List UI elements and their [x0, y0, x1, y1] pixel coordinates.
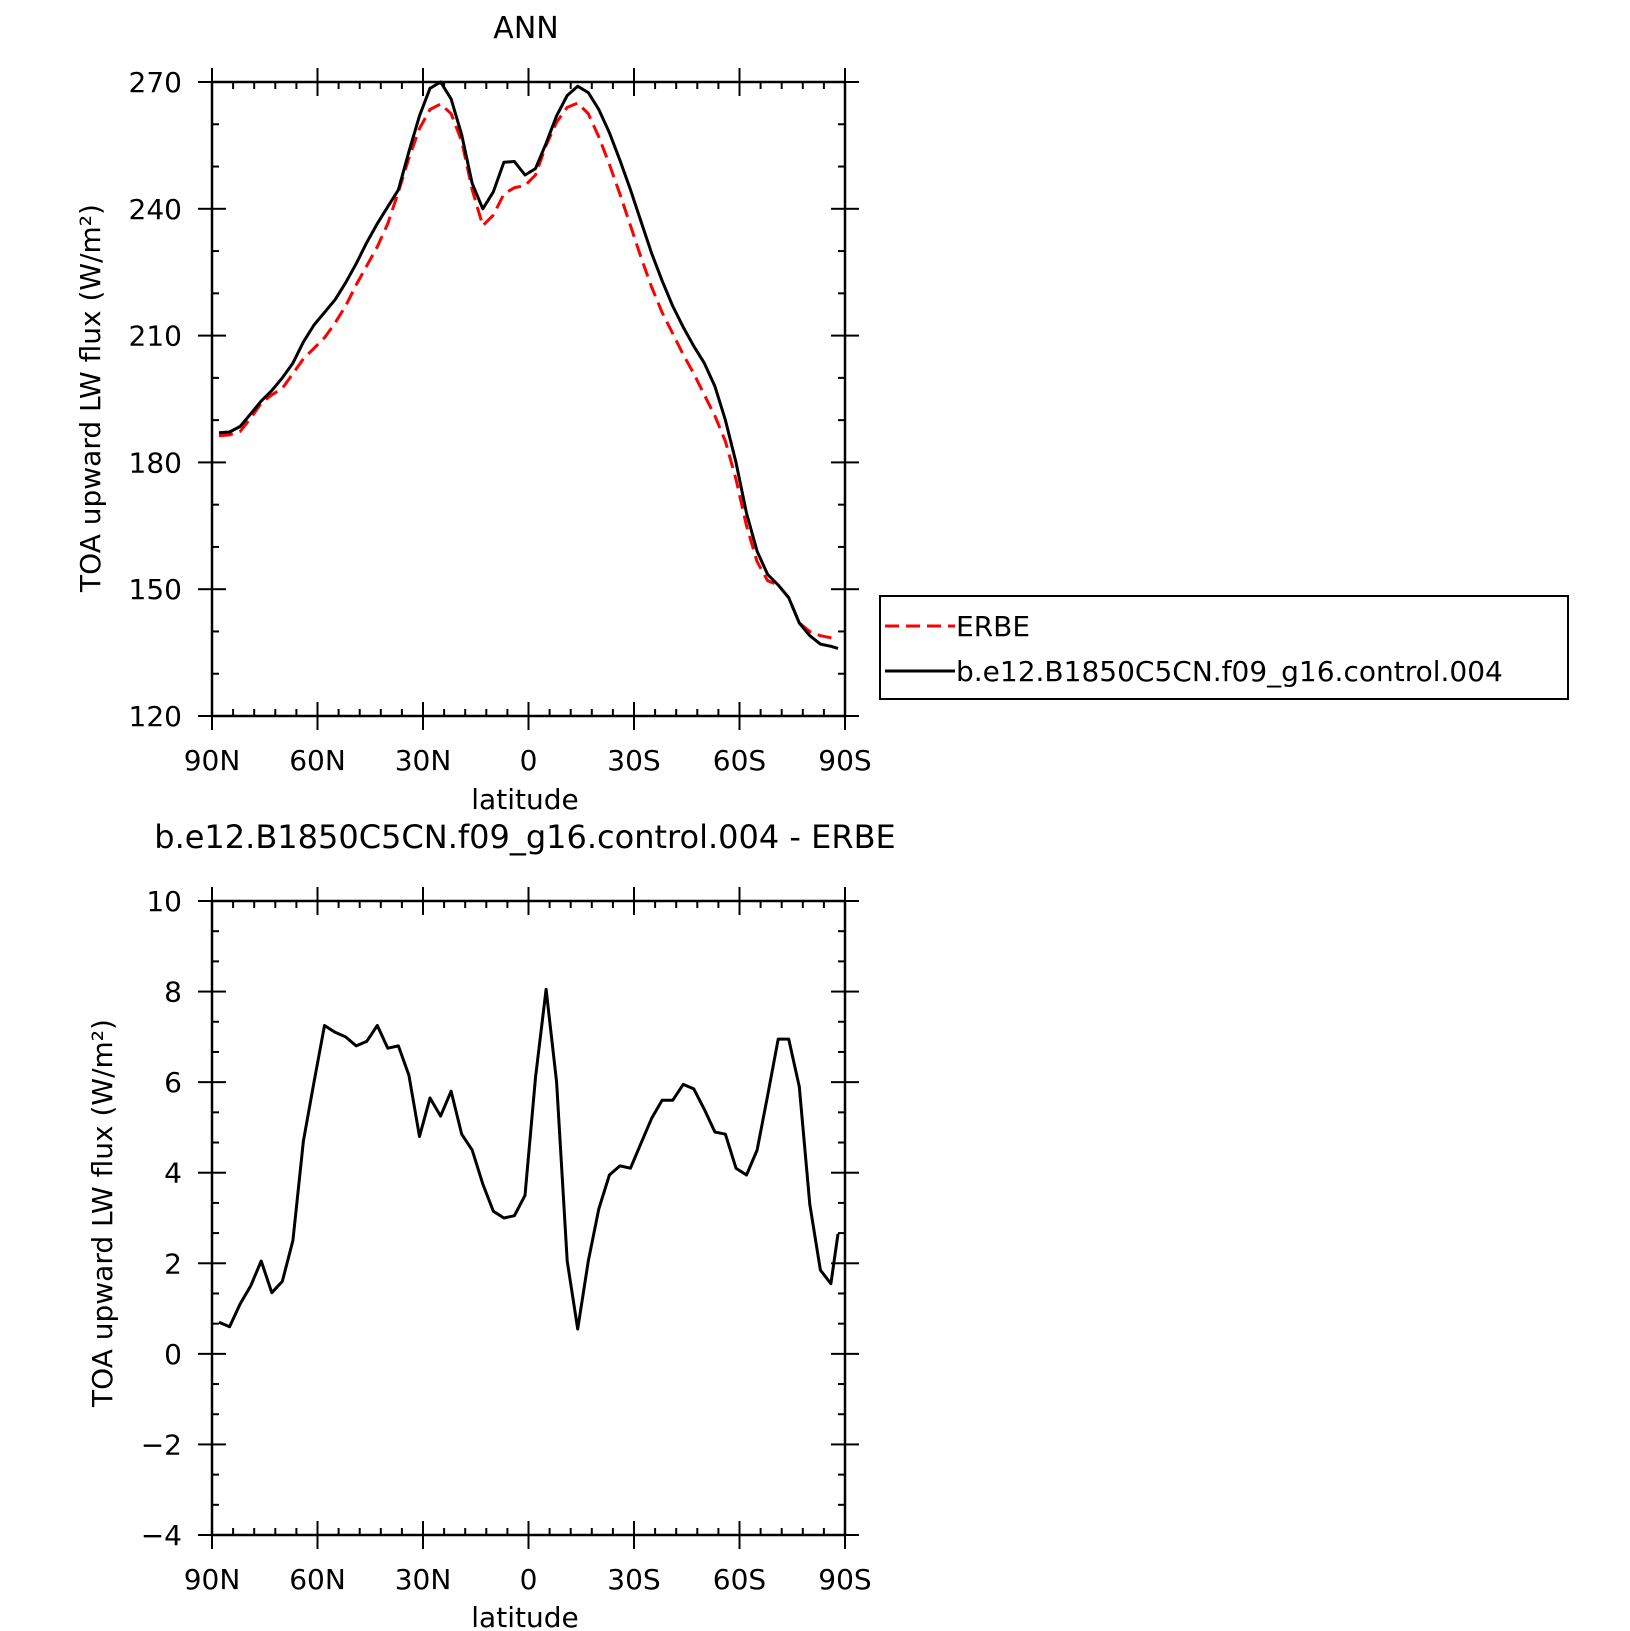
top-y-tick-label: 180: [129, 446, 182, 479]
bottom-x-tick-label: 0: [520, 1563, 538, 1596]
top-y-tick-label: 210: [129, 320, 182, 353]
top-series-line-b: [218, 80, 839, 650]
top-x-tick-label: 0: [520, 744, 538, 777]
top-y-tick-label: 240: [129, 193, 182, 226]
top-x-tick-label: 60N: [289, 744, 346, 777]
bottom-y-tick-label: 10: [146, 885, 182, 918]
bottom-x-tick-label: 30S: [607, 1563, 660, 1596]
bottom-series-line-0: [218, 987, 840, 1331]
bottom-y-tick-label: −4: [141, 1519, 182, 1552]
top-chart-title: ANN: [493, 11, 558, 46]
bottom-x-axis-label: latitude: [471, 1601, 578, 1631]
legend-box: [879, 595, 1569, 700]
top-y-tick-label: 150: [129, 573, 182, 606]
top-line-chart: ANN 90N 60N 30N 0 30S 60S 90S 120 150 180 210 240 27…: [74, 11, 872, 816]
legend-label-model: b.e12.B1850C5CN.f09_g16.control.004: [956, 655, 1503, 688]
top-x-axis-label: latitude: [471, 783, 578, 816]
bottom-chart-title: b.e12.B1850C5CN.f09_g16.control.004 - ER…: [154, 818, 895, 856]
top-y-tick-label: 270: [129, 66, 182, 99]
bottom-y-tick-label: 2: [164, 1247, 182, 1280]
top-x-tick-label: 60S: [713, 744, 766, 777]
top-x-tick-label: 90S: [818, 744, 871, 777]
top-x-tick-label: 30S: [607, 744, 660, 777]
top-plot-area: 90N 60N 30N 0 30S 60S 90S 120 150 180 210 240 270: [129, 66, 872, 777]
top-x-tick-label: 90N: [184, 744, 241, 777]
top-series-line-erbe: [218, 101, 839, 642]
bottom-y-tick-label: 0: [164, 1338, 182, 1371]
bottom-y-tick-label: −2: [141, 1428, 182, 1461]
bottom-y-tick-label: 6: [164, 1066, 182, 1099]
bottom-x-tick-label: 60N: [289, 1563, 346, 1596]
bottom-plot-area: 90N 60N 30N 0 30S 60S 90S −4 −2 0 2 4 6 8 10: [141, 885, 872, 1596]
bottom-x-tick-label: 30N: [395, 1563, 452, 1596]
legend-label-erbe: ERBE: [956, 610, 1030, 643]
top-y-tick-label: 120: [129, 700, 182, 733]
legend: ERBE b.e12.B1850C5CN.f09_g16.control.004: [879, 595, 1569, 700]
bottom-y-tick-label: 8: [164, 976, 182, 1009]
bottom-line-chart: b.e12.B1850C5CN.f09_g16.control.004 - ER…: [86, 818, 896, 1631]
bottom-x-tick-label: 60S: [713, 1563, 766, 1596]
bottom-x-tick-label: 90N: [184, 1563, 241, 1596]
bottom-x-tick-label: 90S: [818, 1563, 871, 1596]
bottom-y-tick-label: 4: [164, 1157, 182, 1190]
top-y-axis-label: TOA upward LW flux (W/m²): [74, 204, 107, 593]
bottom-y-axis-label: TOA upward LW flux (W/m²): [86, 1019, 119, 1408]
top-x-tick-label: 30N: [395, 744, 452, 777]
